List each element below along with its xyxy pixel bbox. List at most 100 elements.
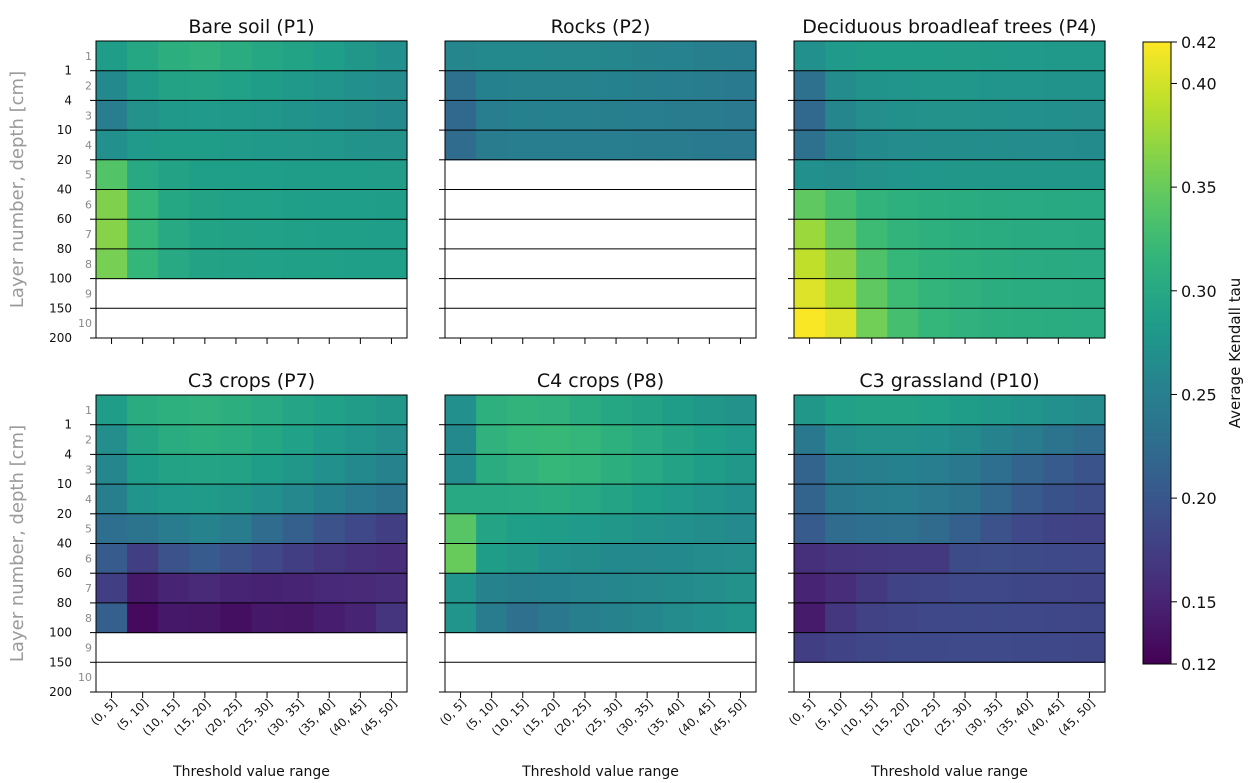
heatmap-cell [825,543,857,574]
heatmap-cell [375,100,408,131]
heatmap-cell [693,41,726,72]
heatmap-cell [631,602,664,634]
heatmap-cell [856,543,888,574]
heatmap-cell [344,454,377,485]
heatmap-cell [794,130,826,161]
heatmap-cell [375,248,408,280]
heatmap-cell [158,602,190,634]
heatmap-cell [96,248,128,280]
heatmap-cell [856,189,888,220]
depth-tick-label: 60 [57,212,72,226]
layer-number-label: 9 [85,287,92,300]
heatmap-cell [887,41,919,72]
heatmap-cell [344,41,377,72]
heatmap-cell [507,395,539,426]
heatmap-cell [476,513,508,545]
heatmap-cell [600,454,633,485]
heatmap-cell [220,484,253,515]
heatmap-panel-6: C3 grassland (P10)(0, 5](5, 10](10, 15](… [786,370,1106,780]
heatmap-cell [538,543,570,574]
heatmap-cell [375,130,408,161]
heatmap-cell [949,484,982,515]
heatmap-cell [918,513,951,545]
heatmap-cell [251,395,284,426]
heatmap-cell [949,395,982,426]
heatmap-cell [662,70,695,101]
heatmap-cell [693,100,726,131]
heatmap-cell [693,602,726,634]
heatmap-cell [1011,70,1044,101]
heatmap-cell [1073,454,1106,485]
depth-tick-label: 150 [49,301,72,315]
heatmap-cell [96,602,128,634]
heatmap-cell [251,513,284,545]
heatmap-cell [887,130,919,161]
heatmap-cell [251,424,284,455]
heatmap-cell [600,41,633,72]
heatmap-cell [693,70,726,101]
heatmap-cell [662,454,695,485]
heatmap-cell [1073,100,1106,131]
heatmap-cell [220,248,253,280]
heatmap-cell [1073,248,1106,280]
heatmap-cell [1073,632,1106,663]
heatmap-cell [631,41,664,72]
heatmap-cell [538,513,570,545]
heatmap-cell [794,100,826,131]
heatmap-cell [1011,543,1044,574]
heatmap-cell [445,573,477,604]
heatmap-cell [724,513,757,545]
heatmap-cell [918,424,951,455]
heatmap-cell [1011,484,1044,515]
heatmap-cell [127,41,159,72]
heatmap-cell [949,70,982,101]
heatmap-cell [1073,543,1106,574]
heatmap-cell [96,159,128,191]
heatmap-cell [856,100,888,131]
heatmap-cell [1073,602,1106,634]
heatmap-cell [918,189,951,220]
heatmap-cell [724,70,757,101]
heatmap-cell [693,484,726,515]
layer-number-label: 1 [85,50,92,63]
layer-number-label: 3 [85,463,92,476]
heatmap-cell [631,513,664,545]
heatmap-cell [282,543,315,574]
heatmap-cell [282,100,315,131]
heatmap-cell [313,513,346,545]
heatmap-cell [220,130,253,161]
heatmap-cell [189,70,221,101]
heatmap-cell [980,543,1013,574]
heatmap-cell [887,278,919,309]
heatmap-cell [856,70,888,101]
heatmap-cell [887,159,919,191]
heatmap-cell [724,395,757,426]
heatmap-cell [96,41,128,72]
panel-title: Bare soil (P1) [188,16,314,38]
heatmap-cell [538,602,570,634]
heatmap-cell [189,454,221,485]
heatmap-cell [825,278,857,309]
heatmap-cell [189,159,221,191]
heatmap-cell [1042,219,1075,250]
heatmap-cell [1042,513,1075,545]
heatmap-cell [662,424,695,455]
heatmap-cell [313,395,346,426]
heatmap-cell [918,159,951,191]
heatmap-cell [949,41,982,72]
depth-tick-label: 40 [57,183,72,197]
layer-number-label: 6 [85,198,92,211]
heatmap-cell [476,395,508,426]
depth-tick-label: 80 [57,596,72,610]
heatmap-cell [313,219,346,250]
heatmap-cell [313,424,346,455]
heatmap-cell [507,513,539,545]
heatmap-cell [794,632,826,663]
heatmap-cell [158,248,190,280]
heatmap-cell [1011,573,1044,604]
heatmap-cell [631,573,664,604]
heatmap-cell [1011,424,1044,455]
heatmap-cell [375,602,408,634]
panel-title: C4 crops (P8) [537,370,664,392]
heatmap-cell [569,484,602,515]
